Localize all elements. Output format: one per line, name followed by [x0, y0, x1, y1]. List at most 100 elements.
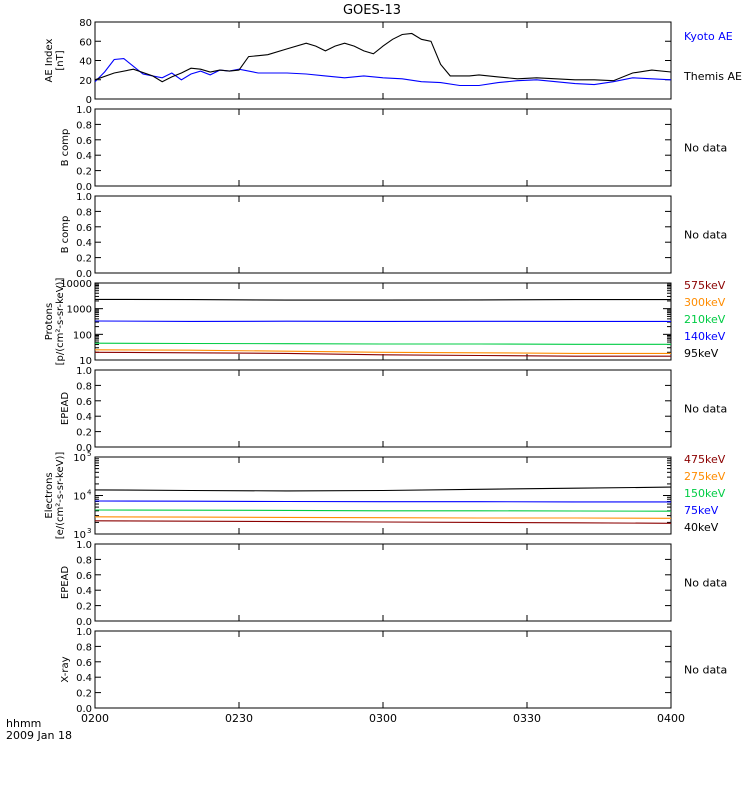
panel-frame	[94, 543, 672, 622]
y-axis-title: B comp	[60, 216, 71, 254]
y-axis-title: Protons[p/(cm²-s-sr-keV)]	[44, 278, 66, 366]
legend-150kev: 150keV	[684, 487, 726, 500]
panel-frame	[94, 108, 672, 187]
series-line-475kev	[94, 520, 672, 524]
y-tick-label: 0.6	[76, 658, 92, 669]
y-tick-label: 40	[79, 57, 92, 68]
y-tick-label: 0.8	[76, 207, 92, 218]
legend-75kev: 75keV	[684, 504, 719, 517]
y-tick-label: 0.4	[76, 238, 92, 249]
x-tick-label: 0330	[513, 712, 541, 725]
series-line-575kev	[94, 351, 671, 357]
y-tick-label: 0.6	[76, 136, 92, 147]
y-tick-label: 0.0	[76, 704, 92, 715]
y-tick-exponent: 4	[87, 489, 92, 497]
no-data-label: No data	[684, 403, 727, 416]
x-tick-label: 0300	[369, 712, 397, 725]
y-tick-label: 1000	[67, 305, 92, 316]
y-axis-title: AE Index[nT]	[44, 38, 66, 82]
y-tick-label: 0.4	[76, 412, 92, 423]
y-tick-label: 0.0	[76, 269, 92, 280]
y-tick-label: 0.2	[76, 689, 92, 700]
legend-575kev: 575keV	[684, 279, 726, 292]
y-axis-title: EPEAD	[60, 566, 71, 600]
no-data-label: No data	[684, 142, 727, 155]
y-tick-label: 0.4	[76, 586, 92, 597]
y-axis-title: Electrons[e/(cm²-s-sr-keV)]	[44, 452, 66, 540]
y-tick-label: 10	[73, 530, 86, 541]
legend-140kev: 140keV	[684, 330, 726, 343]
y-tick-label: 0.8	[76, 381, 92, 392]
y-tick-label: 10	[73, 492, 86, 503]
series-line-150kev	[94, 509, 672, 512]
x-tick-label: 0230	[225, 712, 253, 725]
y-tick-label: 0.8	[76, 120, 92, 131]
y-tick-label: 20	[79, 76, 92, 87]
y-tick-label: 0.0	[76, 617, 92, 628]
panel-1: 0 20 40 60 80 AE Index[nT] Kyoto AE Themis AE	[44, 18, 742, 106]
series-line-300kev	[94, 349, 671, 354]
y-tick-label: 80	[79, 18, 92, 29]
x-tick-label: 0200	[81, 712, 109, 725]
y-axis-title: EPEAD	[60, 392, 71, 426]
panel-8: 0.0 0.2 0.4 0.6 0.8 1.0 X-ray No data	[60, 627, 727, 715]
y-tick-label: 1.0	[76, 192, 92, 203]
legend-95kev: 95keV	[684, 347, 719, 360]
panel-5: 0.0 0.2 0.4 0.6 0.8 1.0 EPEAD No data	[60, 366, 727, 454]
y-tick-label: 10	[79, 356, 92, 367]
no-data-label: No data	[684, 664, 727, 677]
series-line-210kev	[94, 342, 671, 345]
y-axis-title: X-ray	[60, 656, 71, 682]
y-tick-label: 0.2	[76, 167, 92, 178]
y-tick-label: 0.4	[76, 673, 92, 684]
y-tick-label: 60	[79, 37, 92, 48]
y-tick-label: 0.6	[76, 223, 92, 234]
y-tick-label: 0.6	[76, 397, 92, 408]
y-tick-label: 0.8	[76, 555, 92, 566]
y-tick-label: 1.0	[76, 105, 92, 116]
panel-frame	[94, 21, 672, 100]
time-axis: hhmm 2009 Jan 18 0200 0230 0300 0330 0400	[6, 712, 685, 742]
y-tick-label: 0	[86, 95, 92, 106]
y-tick-label: 0.8	[76, 642, 92, 653]
y-tick-label: 100	[73, 330, 92, 341]
no-data-label: No data	[684, 577, 727, 590]
time-axis-unit-label: hhmm	[6, 717, 41, 730]
series-line-40kev	[94, 486, 672, 492]
y-tick-label: 1.0	[76, 540, 92, 551]
y-tick-label: 10000	[60, 279, 92, 290]
legend-40kev: 40keV	[684, 521, 719, 534]
series-line-kyoto-ae	[94, 58, 672, 87]
y-tick-label: 0.0	[76, 443, 92, 454]
y-tick-label: 0.2	[76, 428, 92, 439]
series-line-75kev	[94, 500, 671, 503]
y-tick-label: 0.4	[76, 151, 92, 162]
no-data-label: No data	[684, 229, 727, 242]
y-tick-label: 0.0	[76, 182, 92, 193]
y-tick-label: 0.6	[76, 571, 92, 582]
series-line-themis-ae	[94, 32, 672, 83]
legend-themis-ae: Themis AE	[683, 70, 742, 83]
x-tick-label: 0400	[657, 712, 685, 725]
panel-frame	[94, 195, 672, 274]
panel-3: 0.0 0.2 0.4 0.6 0.8 1.0 B comp No data	[60, 192, 727, 280]
legend-300kev: 300keV	[684, 296, 726, 309]
y-tick-label: 1.0	[76, 366, 92, 377]
y-tick-label: 0.2	[76, 602, 92, 613]
panels: 0 20 40 60 80 AE Index[nT] Kyoto AE Themis AE 0.…	[44, 18, 742, 715]
date-label: 2009 Jan 18	[6, 729, 72, 742]
series-line-95kev	[94, 298, 671, 301]
figure-title: GOES-13	[343, 3, 401, 18]
y-tick-exponent: 5	[87, 450, 91, 458]
y-tick-exponent: 3	[87, 527, 91, 535]
legend-275kev: 275keV	[684, 470, 726, 483]
panel-2: 0.0 0.2 0.4 0.6 0.8 1.0 B comp No data	[60, 105, 727, 193]
panel-frame	[94, 369, 672, 448]
y-tick-label: 1.0	[76, 627, 92, 638]
y-tick-label: 10	[73, 453, 86, 464]
legend-kyoto-ae: Kyoto AE	[684, 30, 733, 43]
panel-7: 0.0 0.2 0.4 0.6 0.8 1.0 EPEAD No data	[60, 540, 727, 628]
